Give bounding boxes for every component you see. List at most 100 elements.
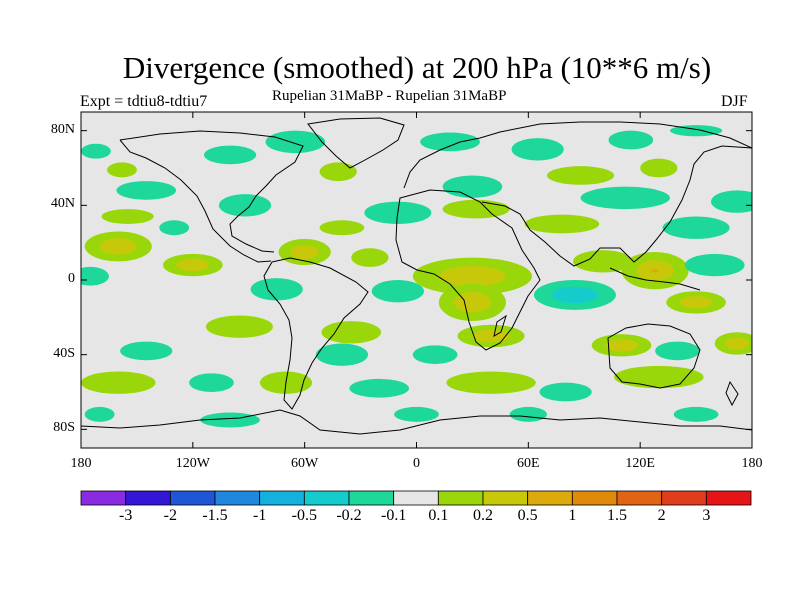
divergence-contour-10 [319,162,357,182]
colorbar-swatch-3 [214,490,261,506]
colorbar-label-5: -0.2 [336,507,362,524]
divergence-contour-28 [573,250,633,273]
colorbar-swatch-5 [303,490,350,506]
divergence-contour-39-core1 [472,329,510,343]
lon-label-0: 180 [70,456,92,471]
divergence-contour-22 [662,216,730,239]
colorbar-label-13: 3 [702,507,711,524]
divergence-contour-17 [442,199,510,219]
divergence-contour-29-core2 [651,268,659,273]
divergence-contour-24-core1 [176,258,210,272]
divergence-contour-5 [608,130,654,150]
divergence-contour-30 [81,266,109,286]
colorbar-label-0: -3 [118,507,133,524]
colorbar-swatch-8 [437,490,484,506]
coastline-australia [607,323,701,389]
divergence-contour-11 [711,190,752,213]
divergence-contour-49 [614,365,704,389]
colorbar-swatch-1 [125,490,171,506]
divergence-contour-43 [315,343,369,366]
colorbar-label-10: 1 [568,507,577,524]
divergence-contour-48 [446,371,536,394]
divergence-contour-35-core1 [453,292,491,313]
colorbar-label-2: -1.5 [202,507,228,524]
divergence-contour-46 [81,371,156,394]
coastline-asia-islands [609,267,701,291]
divergence-contour-8 [640,158,678,178]
experiment-label: Expt = tdtiu8-tdtiu7 [80,93,208,110]
colorbar-label-7: 0.1 [428,507,449,524]
divergence-contour-19 [319,220,365,236]
divergence-contour-26 [351,248,389,267]
divergence-contour-12 [580,186,670,210]
divergence-contour-56 [509,406,547,422]
divergence-contour-14 [218,194,272,217]
colorbar-label-1: -2 [163,507,177,524]
colorbar [80,490,752,506]
lon-label-5: 120E [625,456,655,471]
divergence-contour-40-core1 [605,339,638,352]
coastline-africa [395,189,541,351]
divergence-contour-4 [511,138,564,161]
coastline-madagascar [493,314,507,337]
divergence-contour-16 [442,175,503,198]
divergence-contour-25-core1 [290,244,320,260]
coastline-south-america [263,257,369,410]
coastline-eurasia-south [481,145,752,267]
colorbar-label-3: -1 [252,507,267,524]
colorbar-swatch-10 [527,490,573,506]
divergence-contour-51 [349,378,410,398]
divergence-contour-7 [546,166,615,185]
lat-label-80N: 80N [50,121,75,137]
lat-label-40S: 40S [53,345,75,361]
divergence-contour-21 [159,220,190,236]
lon-label-3: 0 [413,456,420,471]
divergence-contour-27-core1 [439,266,506,287]
divergence-contour-2 [265,130,326,154]
divergence-contour-13 [116,181,177,200]
colorbar-swatch-7 [393,490,439,506]
divergence-contour-36-core1 [679,296,713,309]
coastline-antarctica [81,409,752,435]
coastline-greenland [307,117,405,169]
colorbar-swatch-6 [348,490,395,506]
colorbar-swatch-9 [482,490,529,506]
divergence-contour-53 [84,406,115,422]
divergence-contour-18 [101,209,154,225]
colorbar-swatch-11 [571,490,618,506]
coastlines [81,117,752,435]
coastline-north-america-west [119,139,272,263]
colorbar-swatch-0 [80,490,127,506]
colorbar-label-9: 0.5 [517,507,538,524]
season-label: DJF [721,93,748,110]
divergence-contour-42 [120,341,173,361]
divergence-contour-50 [189,373,234,392]
lon-label-1: 120W [175,456,210,471]
divergence-contour-37 [205,315,273,338]
colorbar-label-4: -0.5 [291,507,317,524]
colorbar-swatch-13 [661,490,707,506]
coastline-eurasia [403,121,752,189]
colorbar-swatch-4 [259,490,305,506]
divergence-contour-0 [81,143,111,159]
colorbar-label-8: 0.2 [473,507,493,524]
colorbar-label-11: 1.5 [607,507,627,524]
divergence-contour-55 [394,406,439,422]
divergence-contour-44 [412,345,458,364]
chart-title: Divergence (smoothed) at 200 hPa (10**6 … [122,50,712,85]
divergence-contour-23-core1 [99,238,137,255]
colorbar-swatch-2 [169,490,216,506]
divergence-contour-31 [250,278,303,301]
divergence-contour-38 [321,321,382,344]
divergence-contour-45 [655,341,700,361]
divergence-contour-34 [684,253,745,277]
lat-label-0: 0 [68,271,75,286]
divergence-contour-20 [524,214,600,234]
divergence-contour-57 [673,406,719,422]
divergence-contour-41-core1 [724,337,750,350]
lon-label-6: 180 [741,456,763,471]
subtitle: Rupelian 31MaBP - Rupelian 31MaBP [272,88,507,104]
coastline-north-america [119,130,304,253]
axis-ticks [80,112,753,448]
